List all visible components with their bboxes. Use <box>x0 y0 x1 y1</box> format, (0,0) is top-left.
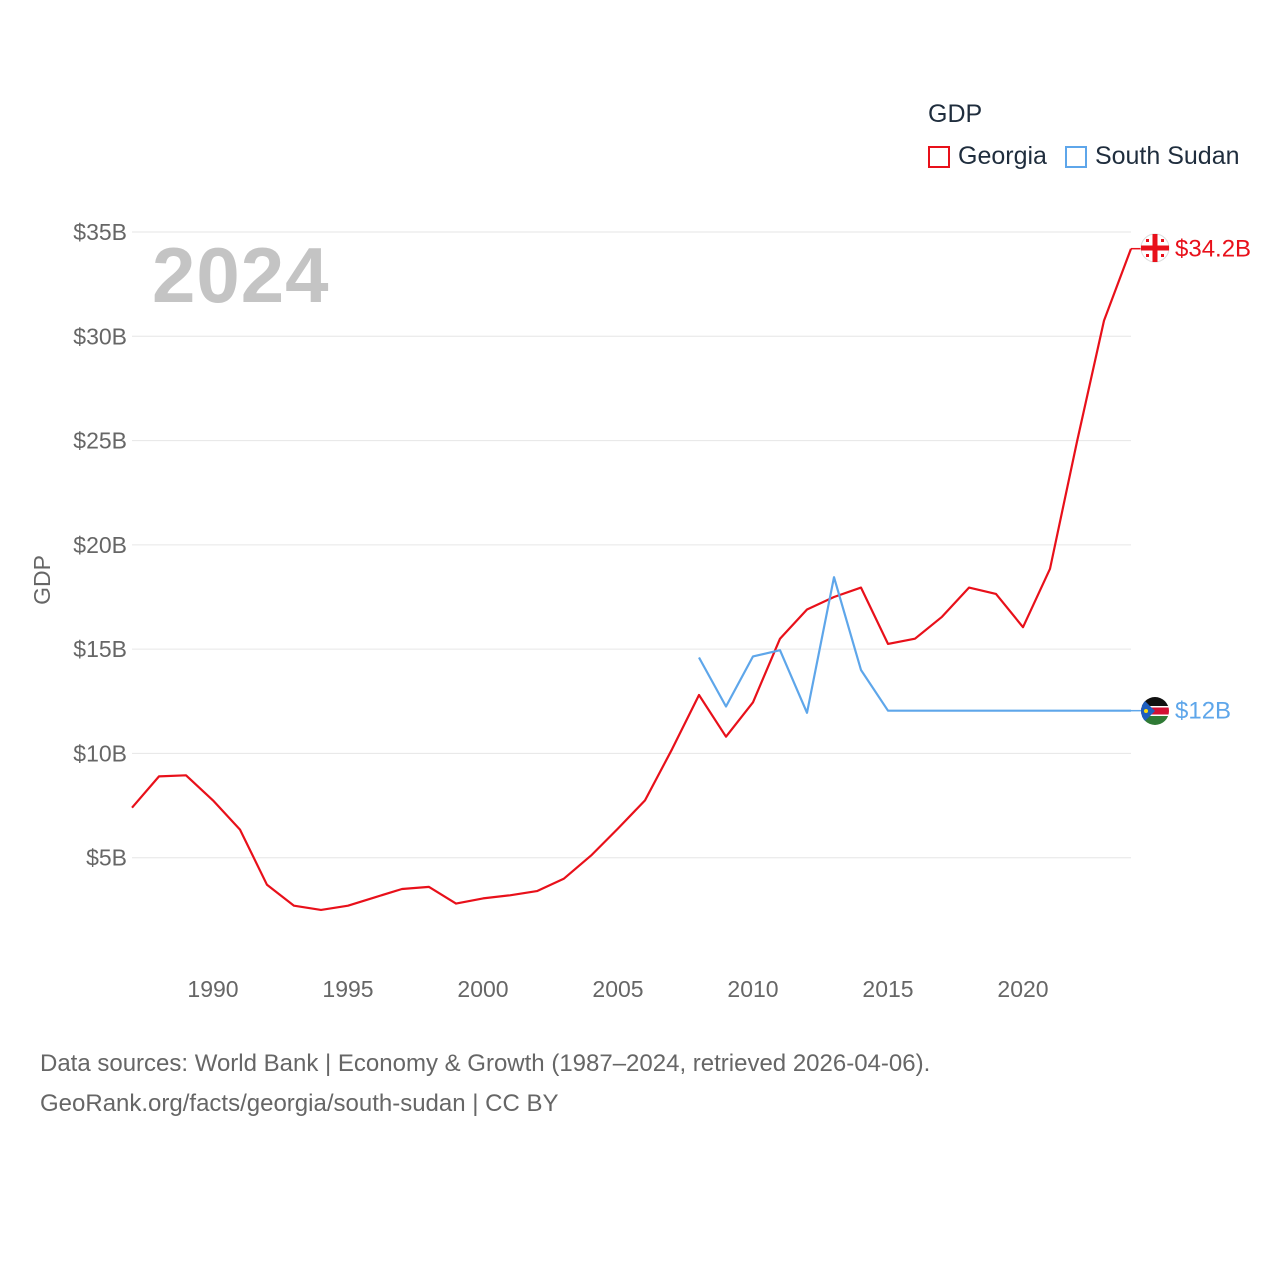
end-markers <box>1140 233 1170 725</box>
series-line-south-sudan[interactable] <box>698 576 1131 714</box>
end-value-label-south-sudan: $12B <box>1175 698 1231 725</box>
georgia-flag-icon <box>1140 233 1170 263</box>
y-tick-label: $15B <box>73 636 127 662</box>
south-sudan-flag-icon <box>1141 697 1169 725</box>
source-line-2[interactable]: GeoRank.org/facts/georgia/south-sudan | … <box>40 1090 559 1117</box>
y-axis-title: GDP <box>29 555 55 605</box>
y-axis-ticks: $5B $10B $15B $20B $25B $30B $35B <box>73 219 127 871</box>
x-tick-label: 1995 <box>322 976 373 1002</box>
legend-swatch-georgia <box>928 145 950 168</box>
x-tick-label: 2005 <box>592 976 643 1002</box>
y-tick-label: $5B <box>86 845 127 871</box>
gridlines <box>132 231 1131 859</box>
legend-label-georgia: Georgia <box>958 142 1047 170</box>
current-year-label: 2024 <box>152 231 330 319</box>
legend-item-georgia[interactable]: Georgia <box>928 142 1047 171</box>
source-note: Data sources: World Bank | Economy & Gro… <box>40 1044 930 1124</box>
end-value-label-georgia: $34.2B <box>1175 236 1251 263</box>
series-line-georgia[interactable] <box>131 248 1133 912</box>
legend-label-south-sudan: South Sudan <box>1094 142 1240 170</box>
y-tick-label: $35B <box>73 219 127 245</box>
y-tick-label: $10B <box>73 740 127 766</box>
series-lines <box>131 247 1141 912</box>
y-tick-label: $25B <box>73 428 127 454</box>
x-tick-label: 2010 <box>727 976 778 1002</box>
x-tick-label: 2020 <box>997 976 1048 1002</box>
legend-title: GDP <box>928 100 983 128</box>
source-line-1: Data sources: World Bank | Economy & Gro… <box>40 1050 931 1077</box>
legend-item-south-sudan[interactable]: South Sudan <box>1064 142 1240 171</box>
x-axis-ticks: 1990 1995 2000 2005 2010 2015 2020 <box>187 976 1048 1002</box>
end-labels: $34.2B $12B <box>1175 236 1251 725</box>
x-tick-label: 2015 <box>862 976 913 1002</box>
x-tick-label: 2000 <box>457 976 508 1002</box>
legend: Georgia South Sudan <box>928 142 1258 171</box>
legend-swatch-south-sudan <box>1064 145 1087 168</box>
y-tick-label: $30B <box>73 323 127 349</box>
y-tick-label: $20B <box>73 532 127 558</box>
x-tick-label: 1990 <box>187 976 238 1002</box>
